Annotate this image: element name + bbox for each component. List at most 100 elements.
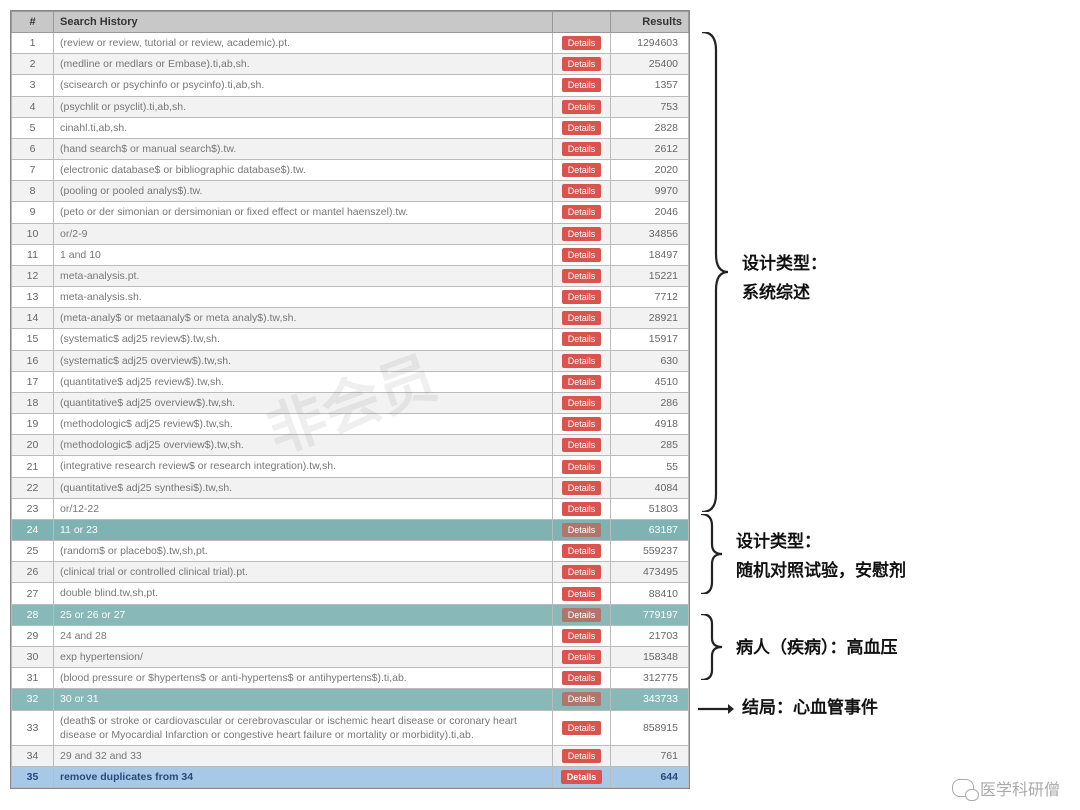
details-button[interactable]: Details xyxy=(562,523,602,537)
details-button[interactable]: Details xyxy=(562,749,602,763)
details-button[interactable]: Details xyxy=(562,78,602,92)
row-number: 11 xyxy=(12,244,54,265)
details-button[interactable]: Details xyxy=(561,770,603,784)
details-button[interactable]: Details xyxy=(562,481,602,495)
row-results: 285 xyxy=(611,435,689,456)
row-query: cinahl.ti,ab,sh. xyxy=(54,117,553,138)
table-row: 16(systematic$ adj25 overview$).tw,sh.De… xyxy=(12,350,689,371)
row-number: 22 xyxy=(12,477,54,498)
row-query: meta-analysis.pt. xyxy=(54,265,553,286)
details-button[interactable]: Details xyxy=(562,587,602,601)
details-button[interactable]: Details xyxy=(562,692,602,706)
details-button[interactable]: Details xyxy=(562,460,602,474)
row-query: (blood pressure or $hypertens$ or anti-h… xyxy=(54,668,553,689)
row-number: 29 xyxy=(12,625,54,646)
row-query: (methodologic$ adj25 overview$).tw,sh. xyxy=(54,435,553,456)
row-number: 4 xyxy=(12,96,54,117)
row-results: 28921 xyxy=(611,308,689,329)
details-button[interactable]: Details xyxy=(562,438,602,452)
table-row: 26(clinical trial or controlled clinical… xyxy=(12,562,689,583)
row-number: 26 xyxy=(12,562,54,583)
details-button[interactable]: Details xyxy=(562,184,602,198)
row-results: 2020 xyxy=(611,160,689,181)
details-button[interactable]: Details xyxy=(562,311,602,325)
details-button[interactable]: Details xyxy=(562,248,602,262)
details-button[interactable]: Details xyxy=(562,100,602,114)
row-query: (quantitative$ adj25 synthesi$).tw,sh. xyxy=(54,477,553,498)
row-query: (clinical trial or controlled clinical t… xyxy=(54,562,553,583)
details-button[interactable]: Details xyxy=(562,650,602,664)
details-button[interactable]: Details xyxy=(562,227,602,241)
row-number: 31 xyxy=(12,668,54,689)
wechat-icon xyxy=(952,779,974,797)
col-header-number: # xyxy=(12,12,54,33)
row-results: 473495 xyxy=(611,562,689,583)
row-number: 12 xyxy=(12,265,54,286)
row-action-cell: Details xyxy=(553,541,611,562)
row-query: exp hypertension/ xyxy=(54,646,553,667)
row-action-cell: Details xyxy=(553,75,611,96)
details-button[interactable]: Details xyxy=(562,121,602,135)
details-button[interactable]: Details xyxy=(562,290,602,304)
row-action-cell: Details xyxy=(553,477,611,498)
anno1-line2: 系统综述 xyxy=(742,283,810,302)
row-action-cell: Details xyxy=(553,498,611,519)
row-results: 4084 xyxy=(611,477,689,498)
details-button[interactable]: Details xyxy=(562,375,602,389)
row-action-cell: Details xyxy=(553,745,611,766)
details-button[interactable]: Details xyxy=(562,608,602,622)
row-action-cell: Details xyxy=(553,414,611,435)
details-button[interactable]: Details xyxy=(562,396,602,410)
brace-systematic-review xyxy=(698,32,728,512)
row-action-cell: Details xyxy=(553,54,611,75)
table-row: 6(hand search$ or manual search$).tw.Det… xyxy=(12,138,689,159)
row-results: 34856 xyxy=(611,223,689,244)
details-button[interactable]: Details xyxy=(562,629,602,643)
details-button[interactable]: Details xyxy=(562,502,602,516)
row-query: (meta-analy$ or metaanaly$ or meta analy… xyxy=(54,308,553,329)
row-number: 1 xyxy=(12,33,54,54)
details-button[interactable]: Details xyxy=(562,163,602,177)
details-button[interactable]: Details xyxy=(562,57,602,71)
row-action-cell: Details xyxy=(553,435,611,456)
details-button[interactable]: Details xyxy=(562,544,602,558)
row-results: 158348 xyxy=(611,646,689,667)
row-action-cell: Details xyxy=(553,117,611,138)
row-query: (death$ or stroke or cardiovascular or c… xyxy=(54,710,553,745)
row-results: 286 xyxy=(611,392,689,413)
col-header-query: Search History xyxy=(54,12,553,33)
search-history-table: # Search History Results 1(review or rev… xyxy=(11,11,689,788)
details-button[interactable]: Details xyxy=(562,721,602,735)
row-number: 33 xyxy=(12,710,54,745)
brace-patient xyxy=(698,614,724,680)
details-button[interactable]: Details xyxy=(562,565,602,579)
row-results: 2612 xyxy=(611,138,689,159)
details-button[interactable]: Details xyxy=(562,332,602,346)
table-row: 12meta-analysis.pt.Details15221 xyxy=(12,265,689,286)
brace-rct xyxy=(698,514,724,594)
row-query: (quantitative$ adj25 review$).tw,sh. xyxy=(54,371,553,392)
row-results: 4510 xyxy=(611,371,689,392)
row-results: 1294603 xyxy=(611,33,689,54)
details-button[interactable]: Details xyxy=(562,205,602,219)
row-results: 25400 xyxy=(611,54,689,75)
details-button[interactable]: Details xyxy=(562,417,602,431)
table-row: 33(death$ or stroke or cardiovascular or… xyxy=(12,710,689,745)
row-number: 7 xyxy=(12,160,54,181)
row-query: 11 or 23 xyxy=(54,519,553,540)
col-header-results: Results xyxy=(611,12,689,33)
details-button[interactable]: Details xyxy=(562,142,602,156)
row-action-cell: Details xyxy=(553,181,611,202)
row-query: (hand search$ or manual search$).tw. xyxy=(54,138,553,159)
row-results: 779197 xyxy=(611,604,689,625)
anno2-line2: 随机对照试验，安慰剂 xyxy=(736,561,906,580)
table-row: 8(pooling or pooled analys$).tw.Details9… xyxy=(12,181,689,202)
details-button[interactable]: Details xyxy=(562,354,602,368)
row-results: 88410 xyxy=(611,583,689,604)
details-button[interactable]: Details xyxy=(562,269,602,283)
details-button[interactable]: Details xyxy=(562,36,602,50)
row-results: 63187 xyxy=(611,519,689,540)
row-results: 55 xyxy=(611,456,689,477)
row-query: (quantitative$ adj25 overview$).tw,sh. xyxy=(54,392,553,413)
details-button[interactable]: Details xyxy=(562,671,602,685)
